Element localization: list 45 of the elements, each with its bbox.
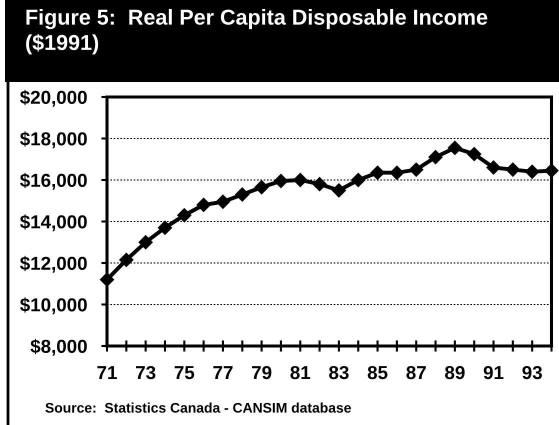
- x-tick-label: 83: [329, 366, 349, 380]
- point: [274, 174, 288, 188]
- point: [467, 146, 482, 162]
- point: [409, 162, 424, 177]
- y-tick-label: $16,000: [20, 172, 87, 190]
- point: [525, 164, 540, 179]
- point: [216, 194, 230, 209]
- x-tick-label: 71: [97, 366, 117, 380]
- point: [486, 160, 501, 175]
- x-tick-label: 73: [136, 366, 156, 380]
- x-tick-label: 75: [174, 366, 194, 380]
- point: [544, 164, 559, 178]
- x-tick-label: 79: [252, 366, 272, 380]
- point: [235, 187, 250, 202]
- point: [351, 172, 366, 188]
- point: [119, 252, 134, 267]
- point: [312, 177, 327, 192]
- y-tick-label: $10,000: [20, 297, 87, 314]
- point: [370, 166, 385, 180]
- point: [332, 183, 346, 198]
- x-tick-label: 93: [522, 366, 542, 380]
- point: [196, 198, 211, 212]
- point: [506, 162, 520, 177]
- point: [428, 150, 443, 164]
- point: [138, 235, 153, 250]
- y-tick-label: $8,000: [30, 338, 87, 356]
- y-tick-label: $18,000: [20, 131, 87, 148]
- y-tick-label: $14,000: [20, 214, 87, 232]
- point: [293, 172, 308, 188]
- chart-title: Figure 5: Real Per Capita Disposable Income ($1991): [26, 9, 488, 54]
- x-tick-label: 87: [406, 366, 426, 380]
- x-tick-label: 89: [445, 366, 465, 380]
- x-tick-label: 91: [484, 366, 504, 380]
- source-note: Source: Statistics Canada - CANSIM database: [45, 402, 351, 413]
- x-tick-label: 77: [213, 366, 233, 380]
- point: [158, 220, 172, 235]
- x-tick-label: 81: [290, 366, 310, 380]
- point: [100, 272, 114, 287]
- point: [254, 180, 269, 194]
- point: [390, 166, 404, 180]
- y-tick-label: $12,000: [20, 256, 87, 273]
- y-tick-label: $20,000: [20, 90, 87, 107]
- point: [448, 140, 462, 155]
- point: [177, 208, 192, 222]
- x-tick-label: 85: [368, 366, 388, 380]
